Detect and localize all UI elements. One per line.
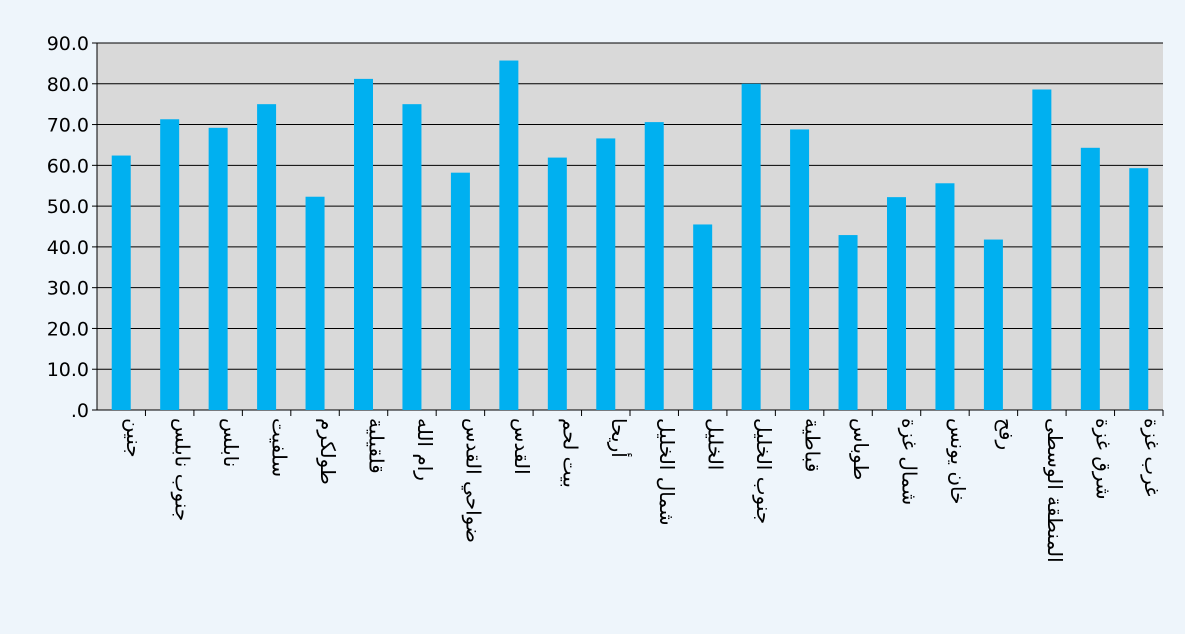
y-tick-label: 10.0 <box>47 359 89 381</box>
y-tick-label: 30.0 <box>47 278 89 300</box>
y-tick-label: 20.0 <box>47 318 89 340</box>
bar <box>887 197 906 410</box>
bar <box>208 127 228 410</box>
x-category-label: القدس <box>510 418 534 475</box>
bar <box>402 104 422 411</box>
x-category-label: طولكرم <box>316 418 340 485</box>
x-category-label: شرق غزة <box>1091 418 1115 500</box>
bar <box>644 122 664 410</box>
bar <box>305 196 325 410</box>
bar <box>1080 147 1100 410</box>
bar <box>693 224 713 410</box>
bar <box>450 172 470 410</box>
x-category-label: نابلس <box>219 418 243 467</box>
x-category-label: جنين <box>122 418 146 458</box>
bar <box>257 104 277 411</box>
y-tick-label: 80.0 <box>47 74 89 96</box>
x-category-label: غرب غزة <box>1140 418 1164 497</box>
bar <box>741 83 761 411</box>
bar <box>935 183 955 410</box>
x-category-label: بيت لحم <box>558 418 582 488</box>
x-category-label: رفح <box>994 418 1018 450</box>
x-category-label: جنوب نابلس <box>171 418 195 521</box>
y-tick-label: 70.0 <box>47 115 89 137</box>
x-category-label: رام الله <box>413 418 437 481</box>
x-category-label: ضواحي القدس <box>460 418 485 543</box>
x-category-label: المنطقة الوسطى <box>1043 418 1067 563</box>
x-category-label: جنوب الخليل <box>752 418 776 524</box>
x-category-label: سلفيت <box>268 418 292 477</box>
y-tick-label: 90.0 <box>47 33 89 55</box>
x-category-label: قلقيلية <box>365 418 389 474</box>
bar <box>111 155 131 410</box>
bar <box>1032 89 1052 410</box>
bar <box>547 157 567 410</box>
bar <box>354 78 373 410</box>
x-category-label: أريحا <box>607 418 632 458</box>
x-category-label: الخليل <box>704 418 728 470</box>
bar <box>838 235 858 410</box>
x-category-label: شمال الخليل <box>655 418 679 526</box>
x-category-label: خان يونس <box>946 418 970 504</box>
y-tick-label: 40.0 <box>47 237 89 259</box>
bar <box>1129 168 1149 410</box>
x-category-label: شمال غزة <box>898 418 922 505</box>
x-category-label: طوباس <box>849 418 873 480</box>
plot-area <box>97 43 1163 410</box>
y-tick-label: 60.0 <box>47 155 89 177</box>
y-tick-label: .0 <box>71 400 89 422</box>
bar <box>983 239 1003 410</box>
bar <box>499 60 519 410</box>
x-category-label: قباطية <box>801 418 825 472</box>
bar <box>790 129 810 410</box>
bar <box>160 119 180 410</box>
y-tick-label: 50.0 <box>47 196 89 218</box>
bar <box>596 138 616 411</box>
